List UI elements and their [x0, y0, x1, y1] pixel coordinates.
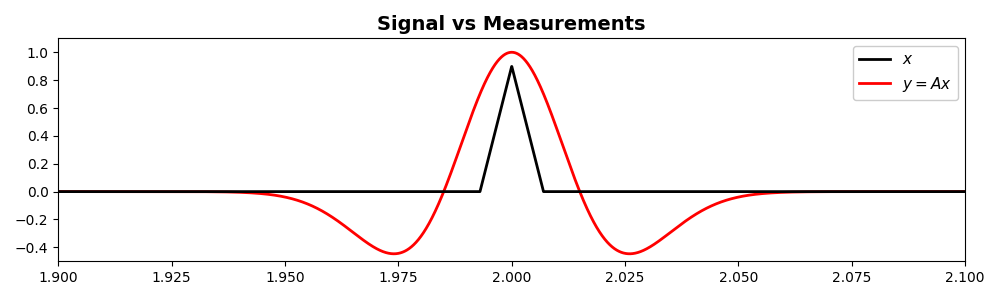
$y = Ax$: [506, 50, 518, 54]
Line: $y = Ax$: $y = Ax$: [0, 52, 1000, 254]
$x$: [491, 124, 503, 128]
Legend: $x$, $y = Ax$: $x$, $y = Ax$: [853, 46, 958, 100]
Line: $x$: $x$: [0, 67, 1000, 192]
$y = Ax$: [491, 61, 503, 64]
$x$: [506, 65, 518, 68]
$x$: [92, 190, 104, 194]
Title: Signal vs Measurements: Signal vs Measurements: [377, 15, 646, 34]
$y = Ax$: [388, 252, 400, 256]
$y = Ax$: [92, 190, 104, 194]
